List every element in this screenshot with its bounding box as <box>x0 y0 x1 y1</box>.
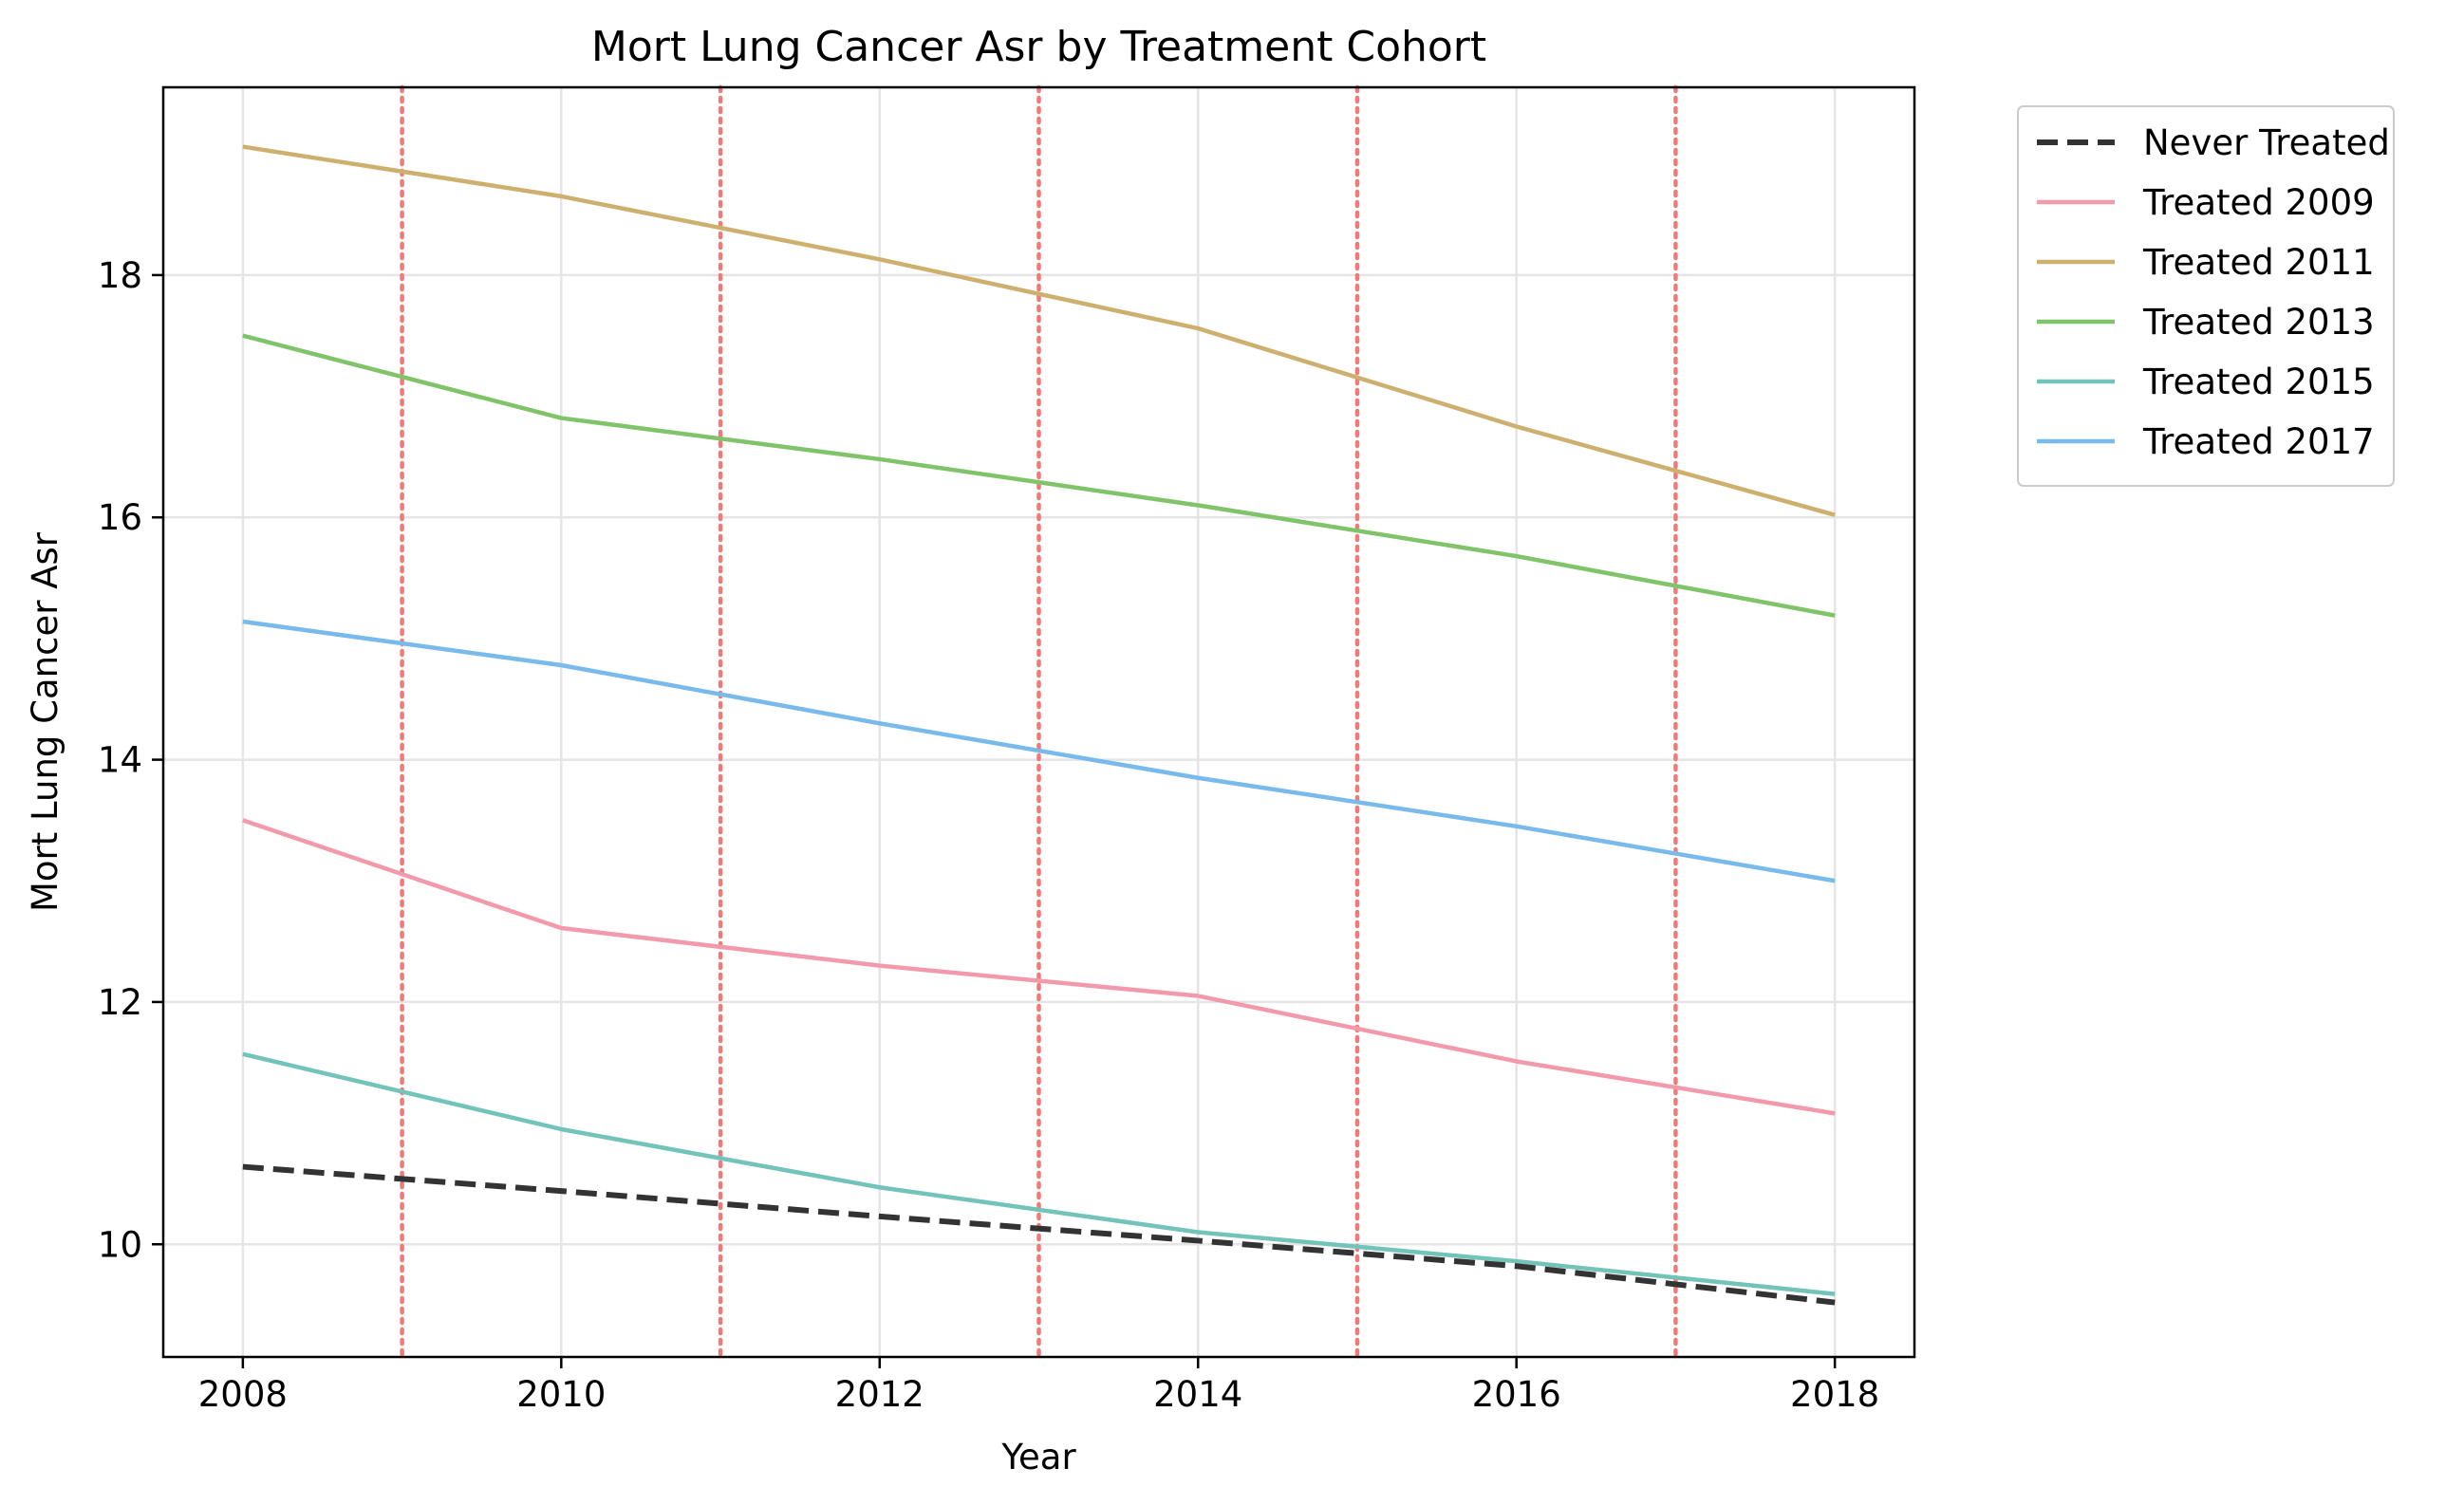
x-tick-label: 2014 <box>1153 1374 1242 1415</box>
legend-label-treated-2009: Treated 2009 <box>2142 182 2375 223</box>
x-tick-label: 2018 <box>1790 1374 1879 1415</box>
legend-label-treated-2013: Treated 2013 <box>2142 302 2375 343</box>
y-tick-label: 18 <box>98 255 142 296</box>
y-tick-label: 12 <box>98 982 142 1023</box>
y-axis-ticks: 10 12 14 16 18 <box>98 255 163 1265</box>
series-lines <box>242 144 1836 1306</box>
series-line-treated-2017 <box>242 619 1836 883</box>
legend-label-treated-2011: Treated 2011 <box>2142 242 2375 283</box>
x-axis-ticks: 2008 2010 2012 2014 2016 2018 <box>198 1357 1879 1415</box>
treatment-year-lines <box>400 84 1678 1360</box>
legend-label-treated-2017: Treated 2017 <box>2142 421 2375 462</box>
x-tick-label: 2016 <box>1472 1374 1561 1415</box>
series-line-treated-2011 <box>242 144 1836 517</box>
y-tick-label: 10 <box>98 1224 142 1265</box>
plot-area-frame <box>161 85 1916 1359</box>
x-tick-label: 2012 <box>835 1374 924 1415</box>
series-line-never-treated <box>242 1163 1836 1306</box>
y-tick-label: 16 <box>98 497 142 538</box>
legend-label-treated-2015: Treated 2015 <box>2142 362 2375 402</box>
series-line-treated-2009 <box>242 818 1836 1116</box>
series-line-treated-2013 <box>242 333 1836 618</box>
x-axis-title: Year <box>1000 1437 1076 1477</box>
series-line-treated-2015 <box>242 1051 1836 1296</box>
y-tick-label: 14 <box>98 740 142 781</box>
legend-label-never-treated: Never Treated <box>2143 122 2390 163</box>
x-tick-label: 2008 <box>198 1374 288 1415</box>
y-axis-title: Mort Lung Cancer Asr <box>25 531 65 912</box>
legend: Never Treated Treated 2009 Treated 2011 Tre… <box>2017 105 2395 487</box>
chart-title: Mort Lung Cancer Asr by Treatment Cohort <box>591 23 1486 71</box>
x-tick-label: 2010 <box>516 1374 606 1415</box>
